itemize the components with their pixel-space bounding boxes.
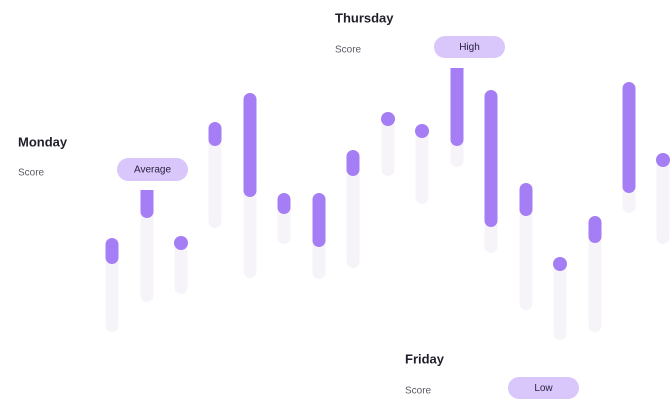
track bbox=[105, 250, 119, 332]
track bbox=[588, 232, 602, 332]
bar bbox=[450, 68, 464, 146]
bar bbox=[105, 238, 119, 264]
caption: Score bbox=[335, 45, 362, 56]
track bbox=[243, 185, 257, 278]
track bbox=[656, 160, 670, 244]
bar bbox=[277, 193, 291, 214]
bar bbox=[243, 93, 257, 197]
dot bbox=[656, 153, 670, 167]
track bbox=[174, 245, 188, 294]
track bbox=[381, 119, 395, 176]
bar bbox=[312, 193, 326, 247]
track bbox=[553, 264, 567, 340]
day-label: Thursday bbox=[335, 10, 394, 25]
label-thursday: Thursday Score High bbox=[335, 10, 505, 58]
badge bbox=[434, 36, 505, 58]
day-label: Monday bbox=[18, 134, 68, 149]
track bbox=[277, 205, 291, 244]
badge-text: Low bbox=[534, 383, 553, 394]
track bbox=[415, 131, 429, 204]
label-monday: Monday Score Average bbox=[18, 134, 188, 181]
day-label: Friday bbox=[405, 351, 445, 366]
bar bbox=[346, 150, 360, 176]
bar bbox=[140, 190, 154, 219]
badge-text: Average bbox=[134, 165, 172, 176]
track bbox=[519, 205, 533, 310]
bar bbox=[588, 216, 602, 243]
badge bbox=[508, 377, 579, 399]
bar bbox=[622, 82, 636, 193]
dot bbox=[381, 112, 395, 126]
bar bbox=[484, 90, 498, 227]
badge bbox=[117, 158, 188, 181]
label-friday: Friday Score Low bbox=[405, 351, 579, 399]
bar bbox=[519, 183, 533, 216]
track bbox=[346, 165, 360, 268]
caption: Score bbox=[18, 168, 45, 179]
badge-text: High bbox=[459, 42, 480, 53]
track bbox=[208, 135, 222, 228]
dot bbox=[553, 257, 567, 271]
caption: Score bbox=[405, 386, 432, 397]
dot bbox=[415, 124, 429, 138]
bars bbox=[105, 68, 670, 271]
dot bbox=[174, 236, 188, 250]
bar bbox=[208, 122, 222, 146]
tracks bbox=[105, 119, 670, 340]
track bbox=[140, 205, 154, 302]
